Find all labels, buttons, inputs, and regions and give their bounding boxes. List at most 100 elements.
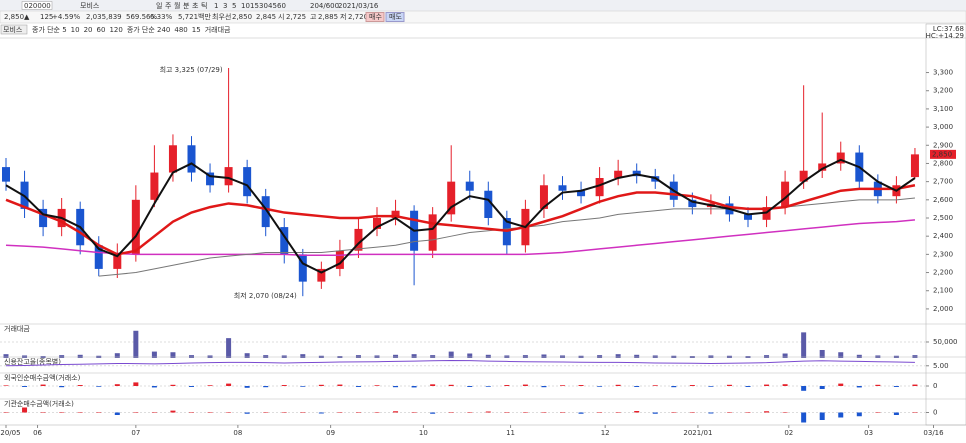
minute-button[interactable]: 15 [250,2,259,10]
bar [819,412,825,420]
bar [875,355,881,358]
bar [782,412,788,413]
candle-body [280,227,289,255]
x-tick-label: 03 [864,429,873,437]
minute-button[interactable]: 45 [268,2,277,10]
y-tick-label: 50,000 [933,338,958,346]
bar [114,384,120,386]
candle-body [150,172,159,200]
bar [3,385,9,386]
period-button[interactable]: 일 [156,1,162,10]
bar [355,386,361,387]
minute-button[interactable]: 60 [277,2,286,10]
quote-ask: 2,850 [232,13,252,21]
y-tick-label: 2,300 [933,250,953,258]
bar [504,412,510,413]
bar [393,411,399,413]
corner-label: HC:+14.29 [926,32,964,40]
y-tick-label: 2,900 [933,141,953,149]
minute-button[interactable]: 3 [223,2,227,10]
x-tick-label: 07 [131,429,140,437]
buy-label[interactable]: 매수 [369,13,382,21]
sell-label[interactable]: 매도 [389,13,402,21]
bar [838,383,844,386]
bar [281,412,287,413]
bar [578,385,584,386]
y-tick-label: 0 [933,382,937,390]
minute-button[interactable]: 10 [241,2,250,10]
x-tick-label: 09 [326,429,335,437]
bar [485,411,491,413]
bar [59,355,65,358]
x-tick-label: 11 [506,429,515,437]
bar [912,355,918,358]
y-tick-label: 2,200 [933,269,953,277]
bar [801,386,807,391]
legend-entry: 종가 단순 5 [32,25,67,34]
candle-body [836,152,845,164]
buy-button[interactable] [365,12,385,22]
quote-bar [0,10,966,24]
candle-body [465,181,474,191]
bar [671,412,677,413]
bar [411,412,417,413]
bar [560,355,565,358]
bar [337,412,343,413]
bar [393,386,399,388]
bar [689,412,695,413]
bar [856,386,862,388]
bar [782,353,788,358]
period-button[interactable]: 월 [174,1,180,10]
code-input[interactable] [21,1,53,10]
bar [337,384,343,386]
quote-high: 2,885 [318,13,338,21]
quote-rate: +4.59% [52,13,80,21]
bar [541,412,547,413]
bar [374,385,380,386]
candle-body [373,218,381,229]
minute-button[interactable]: 30 [259,2,268,10]
bar [40,412,46,413]
bar [819,349,825,358]
bar [467,412,473,413]
bar [467,353,473,358]
bar [281,355,287,358]
bar [522,384,528,386]
pane-title: 신용잔고율(종목별) [4,357,61,366]
y-tick-label: 3,200 [933,87,953,95]
date[interactable]: 2021/03/16 [338,2,379,10]
bar [764,384,770,386]
bar [652,355,658,358]
bar [912,384,918,386]
candle-body [168,145,177,173]
bar [22,386,28,387]
bar [634,411,640,413]
bar [615,384,621,386]
candle-body [614,170,623,178]
minute-button[interactable]: 5 [232,2,236,10]
count: 204/600 [310,2,339,10]
period-button[interactable]: 분 [183,2,190,10]
period-button[interactable]: 주 [165,2,172,10]
bar [318,384,324,386]
bar [393,354,399,358]
minute-button[interactable]: 1 [214,2,218,10]
bar [652,412,658,414]
period-button[interactable]: 초 [192,2,199,10]
quote-vol-ratio: 569.56% [126,13,157,21]
bar [244,412,250,414]
bar [300,386,306,387]
bar [560,412,565,413]
bar [597,412,603,413]
bar [745,412,751,413]
stock-name[interactable]: 모비스 [80,1,100,10]
chart-title: 모비스 [3,25,23,34]
sell-button[interactable] [385,12,405,22]
candle-body [243,167,252,197]
bar [448,351,454,358]
moving-average-line [5,184,916,256]
bar [893,412,899,415]
period-button[interactable]: 틱 [201,1,207,10]
candle-body [391,210,400,218]
code[interactable]: 020000 [24,2,51,10]
